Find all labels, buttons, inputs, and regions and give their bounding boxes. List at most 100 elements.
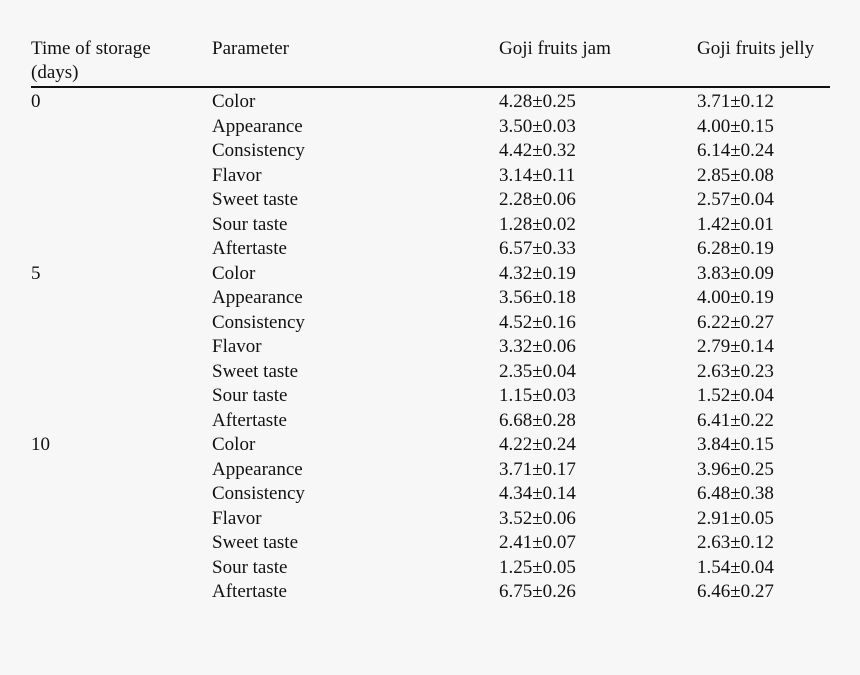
table-row: Consistency 4.34±0.14 6.48±0.38 xyxy=(31,482,830,507)
table-row: Appearance 3.71±0.17 3.96±0.25 xyxy=(31,458,830,483)
header-time-line2: (days) xyxy=(31,62,79,83)
cell-time xyxy=(31,556,212,581)
cell-parameter: Aftertaste xyxy=(212,238,287,259)
cell-jelly-value: 3.96±0.25 xyxy=(697,458,774,480)
header-row: Time of storage (days) Parameter Goji fru… xyxy=(31,37,830,88)
cell-time xyxy=(31,482,212,507)
cell-jam-value: 6.75±0.26 xyxy=(499,581,576,602)
table-row: Aftertaste 6.68±0.28 6.41±0.22 xyxy=(31,409,830,434)
cell-time xyxy=(31,237,212,262)
cell-jam-value: 3.56±0.18 xyxy=(499,287,576,308)
table-row: 0 Color 4.28±0.25 3.71±0.12 xyxy=(31,87,830,115)
cell-parameter: Sweet taste xyxy=(212,189,299,210)
table-row: Flavor 3.14±0.11 2.85±0.08 xyxy=(31,164,830,189)
header-time-of-storage: Time of storage (days) xyxy=(31,37,212,88)
header-goji-jam: Goji fruits jam xyxy=(499,37,697,88)
cell-jam-value: 3.71±0.17 xyxy=(499,458,576,480)
cell-jam-value: 2.35±0.04 xyxy=(499,360,576,382)
table-row: Sweet taste 2.28±0.06 2.57±0.04 xyxy=(31,188,830,213)
cell-time xyxy=(31,188,212,213)
table-row: Aftertaste 6.57±0.33 6.28±0.19 xyxy=(31,237,830,262)
cell-jam-value: 4.52±0.16 xyxy=(499,311,576,333)
cell-parameter: Sweet taste xyxy=(212,532,299,553)
cell-time xyxy=(31,507,212,532)
cell-jelly-value: 1.42±0.01 xyxy=(697,213,774,235)
table-row: 10 Color 4.22±0.24 3.84±0.15 xyxy=(31,433,830,458)
cell-time xyxy=(31,409,212,434)
table-row: Consistency 4.52±0.16 6.22±0.27 xyxy=(31,311,830,336)
table-header: Time of storage (days) Parameter Goji fru… xyxy=(31,37,830,88)
cell-jelly-value: 2.91±0.05 xyxy=(697,507,774,529)
cell-parameter: Sour taste xyxy=(212,556,288,578)
cell-parameter: Appearance xyxy=(212,287,303,308)
table-body: 0 Color 4.28±0.25 3.71±0.12 Appearance 3.50±0… xyxy=(31,87,830,605)
header-goji-jelly: Goji fruits jelly xyxy=(697,37,830,88)
cell-parameter: Consistency xyxy=(212,140,305,161)
table-row: Consistency 4.42±0.32 6.14±0.24 xyxy=(31,139,830,164)
cell-jam-value: 3.32±0.06 xyxy=(499,336,576,357)
cell-jam-value: 3.14±0.11 xyxy=(499,164,576,186)
cell-time: 10 xyxy=(31,434,50,455)
header-time-line1: Time of storage xyxy=(31,38,151,59)
cell-jam-value: 6.68±0.28 xyxy=(499,409,576,431)
cell-parameter: Sour taste xyxy=(212,213,288,235)
cell-parameter: Flavor xyxy=(212,507,262,529)
table-row: Flavor 3.32±0.06 2.79±0.14 xyxy=(31,335,830,360)
cell-jelly-value: 6.28±0.19 xyxy=(697,238,774,259)
cell-jelly-value: 3.71±0.12 xyxy=(697,91,774,112)
cell-jam-value: 2.41±0.07 xyxy=(499,532,576,553)
cell-jam-value: 4.42±0.32 xyxy=(499,140,576,161)
cell-jelly-value: 6.14±0.24 xyxy=(697,140,774,161)
cell-jelly-value: 1.54±0.04 xyxy=(697,556,774,578)
cell-parameter: Appearance xyxy=(212,458,303,480)
cell-time xyxy=(31,286,212,311)
cell-jelly-value: 2.79±0.14 xyxy=(697,336,774,357)
cell-parameter: Consistency xyxy=(212,311,305,333)
cell-jam-value: 3.50±0.03 xyxy=(499,115,576,137)
cell-parameter: Color xyxy=(212,434,256,455)
cell-time: 0 xyxy=(31,91,41,112)
table-row: 5 Color 4.32±0.19 3.83±0.09 xyxy=(31,262,830,287)
cell-time xyxy=(31,311,212,336)
table-row: Flavor 3.52±0.06 2.91±0.05 xyxy=(31,507,830,532)
table-row: Appearance 3.56±0.18 4.00±0.19 xyxy=(31,286,830,311)
cell-jelly-value: 6.48±0.38 xyxy=(697,483,774,504)
table-row: Sour taste 1.25±0.05 1.54±0.04 xyxy=(31,556,830,581)
cell-jam-value: 1.28±0.02 xyxy=(499,213,576,235)
table-row: Sour taste 1.28±0.02 1.42±0.01 xyxy=(31,213,830,238)
cell-jam-value: 4.28±0.25 xyxy=(499,91,576,112)
sensory-data-table: Time of storage (days) Parameter Goji fru… xyxy=(31,37,830,605)
cell-time xyxy=(31,458,212,483)
table-row: Sweet taste 2.35±0.04 2.63±0.23 xyxy=(31,360,830,385)
cell-time xyxy=(31,115,212,140)
cell-jelly-value: 2.85±0.08 xyxy=(697,164,774,186)
cell-time xyxy=(31,139,212,164)
cell-time xyxy=(31,384,212,409)
cell-jam-value: 1.15±0.03 xyxy=(499,385,576,406)
table-row: Sour taste 1.15±0.03 1.52±0.04 xyxy=(31,384,830,409)
cell-jam-value: 2.28±0.06 xyxy=(499,189,576,210)
data-table-container: Time of storage (days) Parameter Goji fru… xyxy=(31,37,830,605)
cell-time xyxy=(31,164,212,189)
table-row: Sweet taste 2.41±0.07 2.63±0.12 xyxy=(31,531,830,556)
cell-parameter: Flavor xyxy=(212,336,262,357)
cell-time xyxy=(31,360,212,385)
cell-jam-value: 1.25±0.05 xyxy=(499,556,576,578)
table-row: Appearance 3.50±0.03 4.00±0.15 xyxy=(31,115,830,140)
cell-time: 5 xyxy=(31,262,41,284)
cell-jam-value: 3.52±0.06 xyxy=(499,507,576,529)
cell-jelly-value: 3.84±0.15 xyxy=(697,434,774,455)
cell-jam-value: 6.57±0.33 xyxy=(499,238,576,259)
cell-time xyxy=(31,213,212,238)
cell-jelly-value: 6.22±0.27 xyxy=(697,311,774,333)
cell-jelly-value: 3.83±0.09 xyxy=(697,262,774,284)
cell-jelly-value: 4.00±0.15 xyxy=(697,115,774,137)
cell-jelly-value: 2.63±0.12 xyxy=(697,532,774,553)
cell-parameter: Color xyxy=(212,91,256,112)
cell-jelly-value: 6.41±0.22 xyxy=(697,409,774,431)
cell-jelly-value: 2.57±0.04 xyxy=(697,189,774,210)
cell-parameter: Color xyxy=(212,262,256,284)
cell-parameter: Appearance xyxy=(212,115,303,137)
cell-time xyxy=(31,335,212,360)
cell-jelly-value: 1.52±0.04 xyxy=(697,385,774,406)
